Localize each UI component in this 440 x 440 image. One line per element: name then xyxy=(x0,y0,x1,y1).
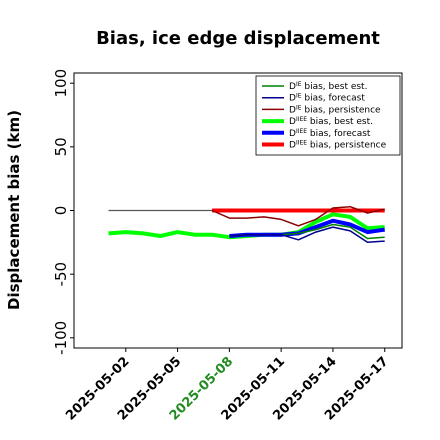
y-tick-label: 100 xyxy=(52,69,70,98)
y-tick-label: 0 xyxy=(52,206,70,216)
y-tick-label: -50 xyxy=(52,262,70,287)
legend-entry: DIIEE bias, persistence xyxy=(289,140,387,151)
chart-title: Bias, ice edge displacement xyxy=(96,28,380,49)
x-ticks: 2025-05-022025-05-052025-05-082025-05-11… xyxy=(63,348,392,424)
series-line xyxy=(229,226,385,244)
legend: DIE bias, best est.DIE bias, forecastDIE… xyxy=(255,75,401,156)
legend-box xyxy=(255,75,401,156)
series-lines xyxy=(108,205,385,244)
series-line xyxy=(211,205,385,227)
legend-entry: DIIEE bias, forecast xyxy=(289,128,371,139)
legend-entry: DIE bias, best est. xyxy=(289,81,367,92)
y-tick-label: -100 xyxy=(52,321,70,355)
legend-entry: DIE bias, persistence xyxy=(289,104,381,115)
y-axis-label: Displacement bias (km) xyxy=(5,110,23,310)
legend-entry: DIE bias, forecast xyxy=(289,93,365,104)
y-tick-label: 50 xyxy=(52,137,70,156)
legend-entry: DIIEE bias, best est. xyxy=(289,116,373,127)
y-ticks: -100 -50 0 50 100 xyxy=(52,69,74,355)
